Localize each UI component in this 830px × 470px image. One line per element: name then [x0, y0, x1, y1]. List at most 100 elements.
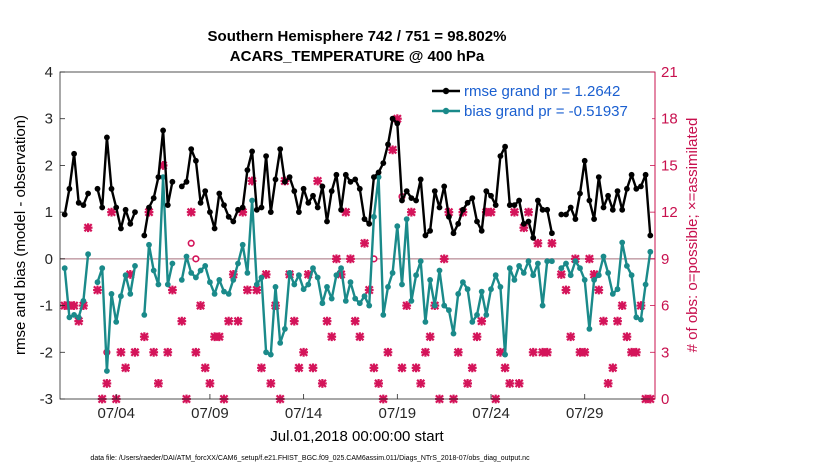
obs-assimilated-marker — [524, 207, 533, 217]
obs-assimilated-marker — [580, 347, 590, 357]
bias-point — [614, 286, 621, 293]
rmse-point — [193, 157, 199, 164]
rmse-point — [80, 202, 87, 209]
bias-point — [563, 260, 569, 267]
rmse-point — [235, 206, 241, 213]
y-right-tick-label: 18 — [661, 111, 678, 128]
bias-point — [483, 312, 490, 318]
rmse-point — [85, 190, 91, 197]
rmse-point — [544, 206, 551, 213]
bias-point — [441, 302, 448, 309]
obs-assimilated-marker — [472, 332, 482, 342]
obs-possible-marker — [187, 239, 195, 247]
obs-assimilated-marker — [200, 363, 210, 373]
rmse-point — [282, 178, 288, 185]
y-right-tick-label: 9 — [661, 251, 669, 268]
obs-assimilated-marker — [561, 285, 571, 295]
bias-point — [417, 258, 424, 265]
bias-point — [75, 314, 82, 321]
obs-assimilated-marker — [617, 301, 627, 310]
bias-point — [371, 213, 377, 220]
rmse-point — [609, 206, 616, 213]
bias-point — [497, 284, 504, 290]
bias-point — [328, 295, 335, 302]
rmse-point — [516, 197, 522, 204]
rmse-point — [160, 127, 167, 134]
x-axis-ticks: 07/04 07/09 07/14 07/19 07/24 07/29 — [97, 394, 603, 422]
rmse-point — [595, 174, 602, 181]
obs-assimilated-marker — [289, 316, 299, 326]
bias-point — [258, 274, 265, 281]
bias-line — [180, 175, 552, 356]
bias-point — [296, 272, 302, 279]
rmse-point — [474, 218, 480, 225]
bias-point — [408, 298, 415, 304]
bias-point — [66, 314, 73, 321]
rmse-point — [361, 216, 368, 223]
bias-point — [202, 263, 209, 269]
obs-assimilated-marker — [486, 207, 496, 217]
obs-assimilated-marker — [83, 223, 93, 233]
obs-assimilated-marker — [528, 347, 538, 357]
obs-assimilated-marker — [139, 332, 149, 342]
bias-point — [595, 272, 602, 279]
rmse-point — [389, 115, 396, 122]
rmse-point — [221, 202, 227, 209]
bias-point — [183, 253, 190, 260]
obs-assimilated-marker — [500, 363, 510, 373]
rmse-point — [61, 211, 68, 218]
bias-point — [642, 281, 649, 288]
chart-title-line1: Southern Hemisphere 742 / 751 = 98.802% — [208, 28, 507, 45]
y-right-tick-label: 3 — [661, 344, 669, 361]
obs-assimilated-marker — [566, 332, 576, 342]
obs-assimilated-marker — [613, 316, 622, 326]
obs-assimilated-marker — [205, 379, 215, 388]
rmse-point — [511, 202, 518, 209]
obs-assimilated-marker — [439, 254, 449, 264]
obs-assimilated-marker — [294, 363, 304, 373]
bias-point — [539, 302, 546, 309]
obs-assimilated-marker — [556, 270, 566, 279]
rmse-point — [277, 146, 284, 153]
bias-point — [282, 326, 288, 332]
rmse-point — [483, 188, 490, 195]
rmse-point — [122, 206, 129, 213]
bias-point — [104, 368, 110, 374]
bias-point — [253, 281, 260, 288]
rmse-point — [497, 153, 504, 160]
obs-assimilated-marker — [416, 379, 426, 388]
rmse-point — [422, 232, 429, 239]
rmse-point — [207, 209, 213, 216]
rmse-point — [431, 188, 438, 195]
obs-assimilated-marker — [350, 316, 360, 326]
rmse-point — [478, 227, 485, 234]
rmse-point — [441, 183, 448, 190]
y-right-tick-label: 12 — [661, 204, 678, 221]
bias-point — [113, 319, 120, 325]
rmse-point — [183, 178, 190, 185]
rmse-point — [385, 141, 391, 148]
obs-possible-marker — [192, 255, 200, 263]
rmse-point — [118, 225, 124, 232]
obs-assimilated-marker — [107, 207, 116, 217]
bias-point — [633, 314, 640, 321]
obs-assimilated-marker — [252, 285, 262, 295]
rmse-point — [413, 197, 419, 204]
rmse-point — [225, 213, 232, 220]
obs-assimilated-marker — [603, 379, 613, 388]
bias-point — [492, 272, 499, 279]
rmse-point — [230, 218, 237, 225]
rmse-point — [581, 157, 588, 164]
bias-point — [361, 293, 368, 300]
bias-point — [558, 265, 565, 272]
y-left-tick-label: 0 — [45, 251, 53, 268]
bias-point — [581, 277, 588, 283]
y-axis-left-ticks: -3 -2 -1 0 1 2 3 4 — [40, 64, 65, 408]
obs-assimilated-marker — [477, 316, 487, 326]
obs-assimilated-marker — [233, 316, 243, 326]
bias-point — [310, 265, 316, 272]
obs-assimilated-marker — [153, 379, 163, 388]
obs-assimilated-marker — [196, 301, 205, 310]
obs-assimilated-marker — [369, 363, 379, 373]
bias-point — [239, 241, 246, 248]
